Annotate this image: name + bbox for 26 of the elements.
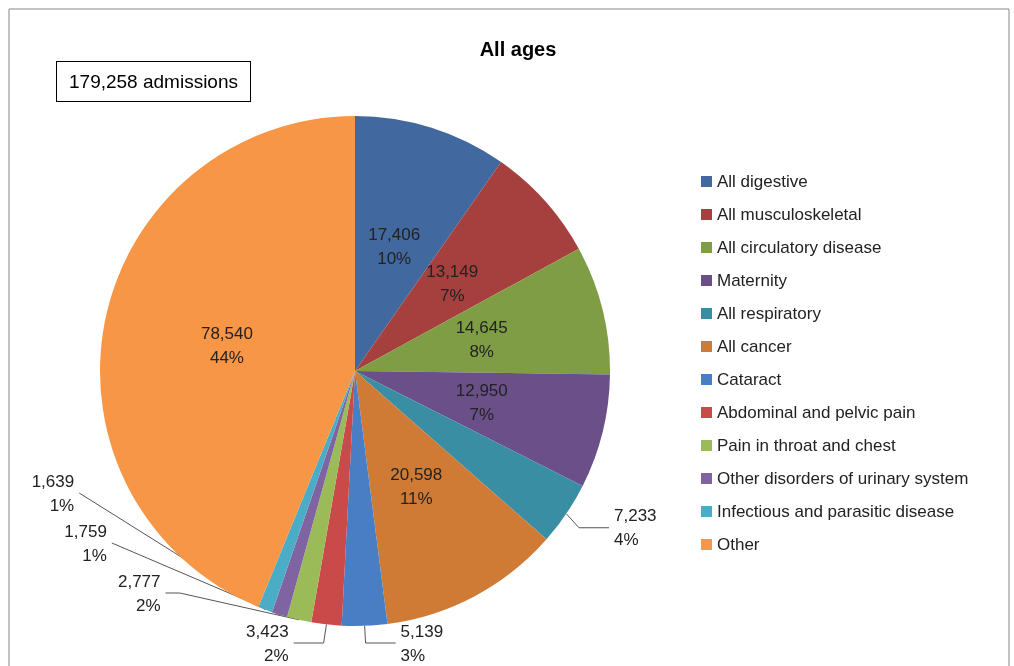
legend-label: Other: [717, 535, 760, 554]
data-label: 5,139 3%: [400, 621, 444, 665]
legend-label: All circulatory disease: [717, 238, 882, 257]
data-label: 14,645 8%: [455, 318, 508, 362]
data-label: 13,149 7%: [426, 262, 479, 306]
legend-label: Infectious and parasitic disease: [717, 502, 955, 521]
legend-label: Pain in throat and chest: [717, 436, 896, 455]
data-label: 2,777 2%: [117, 571, 161, 615]
legend-label: All respiratory: [717, 304, 822, 323]
legend-label: Maternity: [717, 271, 788, 290]
data-label: 3,423 2%: [246, 621, 289, 665]
data-label: 78,540 44%: [200, 324, 253, 368]
legend-label: All musculoskeletal: [717, 205, 862, 224]
legend-label: Cataract: [717, 370, 782, 389]
legend-label: All digestive: [717, 172, 808, 191]
data-label: 1,759 1%: [64, 521, 107, 565]
legend-label: Abdominal and pelvic pain: [717, 403, 916, 422]
legend-label: All cancer: [717, 337, 792, 356]
text: 179,258 admissions: [69, 71, 238, 92]
data-label: 17,406 10%: [368, 225, 421, 269]
legend-label: Other disorders of urinary system: [717, 469, 969, 488]
data-label: 20,598 11%: [390, 464, 443, 508]
data-label: 12,950 7%: [455, 380, 508, 424]
chart-title: All ages: [479, 38, 557, 60]
data-label: 7,233 4%: [614, 506, 657, 550]
data-label: 1,639 1%: [31, 471, 75, 515]
